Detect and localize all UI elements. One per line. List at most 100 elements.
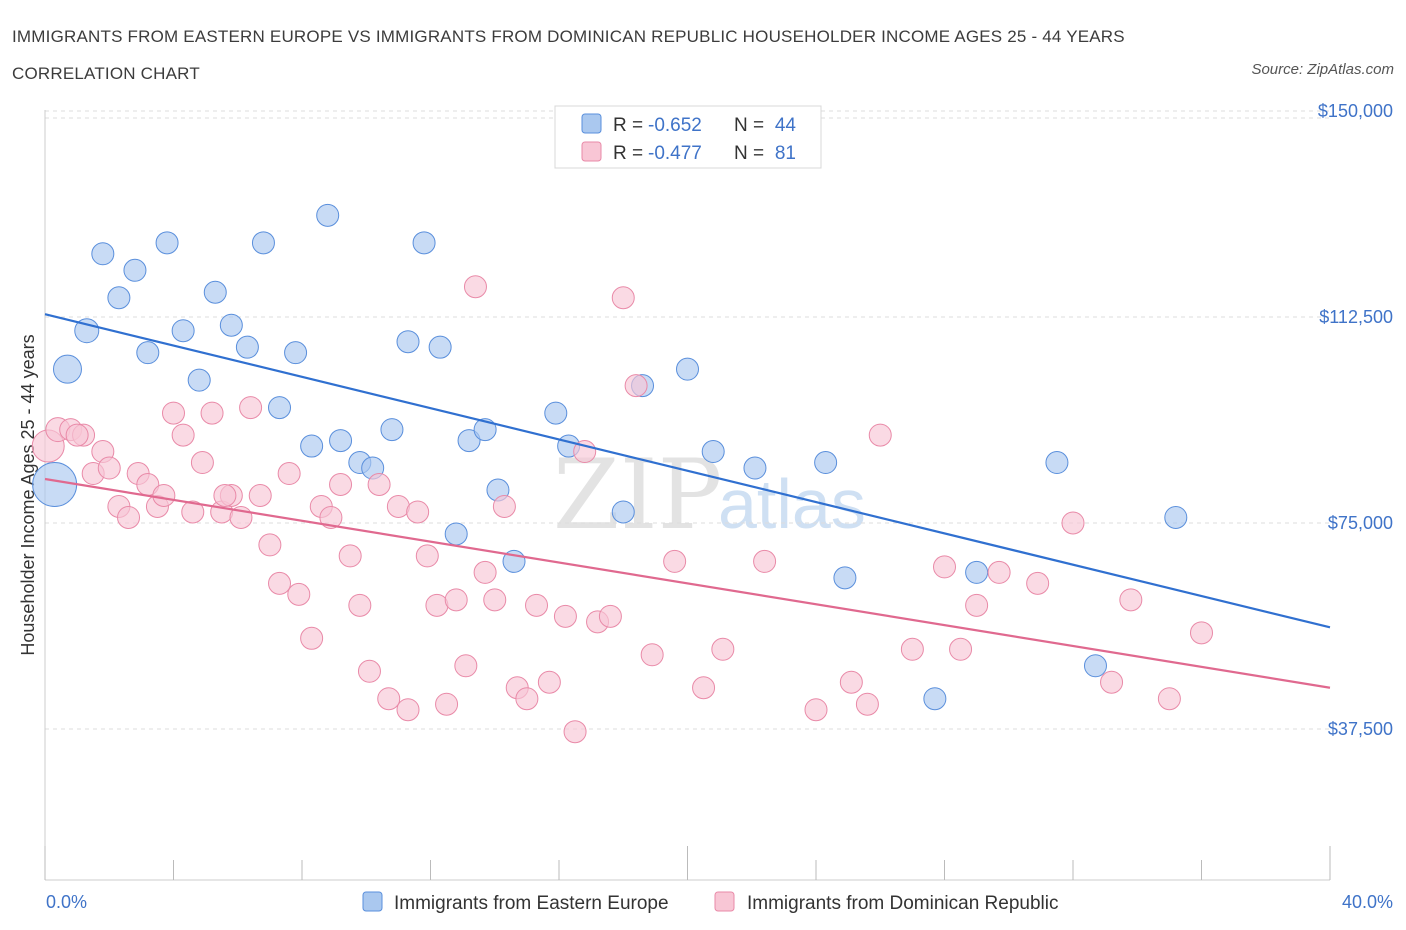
data-point — [136, 341, 160, 365]
data-point — [415, 544, 439, 568]
data-point — [814, 451, 838, 475]
data-point — [743, 456, 767, 480]
data-point — [248, 483, 272, 507]
data-point — [435, 692, 459, 716]
data-point — [1083, 654, 1107, 678]
data-point — [284, 341, 308, 365]
data-point — [258, 533, 282, 557]
x-tick-label-min: 0.0% — [46, 892, 87, 912]
data-point — [753, 549, 777, 573]
data-point — [200, 401, 224, 425]
y-tick-label: $112,500 — [1319, 307, 1393, 327]
series-eastern-europe-points — [32, 203, 1188, 711]
data-point — [97, 456, 121, 480]
legend-r-label-2: R = — [613, 143, 643, 164]
legend-r-label-1: R = — [613, 115, 643, 136]
data-point — [839, 670, 863, 694]
data-point — [386, 494, 410, 518]
data-point — [219, 313, 243, 337]
data-point — [473, 560, 497, 584]
data-point — [300, 626, 324, 650]
data-point — [187, 368, 211, 392]
series-dominican-republic-points — [31, 275, 1213, 744]
data-point — [316, 203, 340, 227]
data-point — [1045, 451, 1069, 475]
legend-r-value-2: -0.477 — [648, 143, 702, 164]
data-point — [268, 396, 292, 420]
data-point — [598, 604, 622, 628]
data-point — [329, 473, 353, 497]
data-point — [457, 429, 481, 453]
data-point — [406, 500, 430, 524]
data-point — [676, 357, 699, 381]
legend-n-value-1: 44 — [775, 115, 797, 136]
legend-n-label-1: N = — [734, 115, 764, 136]
data-point — [1119, 588, 1143, 612]
data-point — [235, 335, 259, 359]
data-point — [107, 286, 131, 310]
data-point — [544, 401, 568, 425]
data-point — [65, 423, 89, 447]
trend-lines — [44, 313, 1331, 689]
data-point — [483, 588, 507, 612]
data-point — [525, 593, 549, 617]
trend-line-dominican-republic — [44, 477, 1331, 689]
data-point — [348, 593, 372, 617]
legend-swatch-eastern-europe — [581, 113, 602, 134]
data-point — [933, 555, 956, 579]
data-point — [473, 418, 497, 442]
data-point — [868, 423, 892, 447]
data-point — [987, 560, 1011, 584]
data-point — [537, 670, 561, 694]
data-point — [300, 434, 324, 458]
data-point — [492, 494, 516, 518]
data-point — [663, 549, 687, 573]
legend: R = -0.652 N = 44 R = -0.477 N = 81 — [554, 105, 822, 169]
data-point — [563, 720, 587, 744]
legend-n-label-2: N = — [734, 143, 764, 164]
data-point — [171, 423, 195, 447]
bottom-legend-label-eastern-europe: Immigrants from Eastern Europe — [394, 893, 669, 914]
data-point — [624, 374, 648, 398]
y-tick-labels: $150,000 $112,500 $75,000 $37,500 — [1318, 101, 1393, 739]
data-point — [454, 654, 478, 678]
data-point — [203, 280, 227, 304]
y-axis-label: Householder Income Ages 25 - 44 years — [18, 334, 38, 655]
data-point — [74, 318, 100, 344]
data-point — [268, 571, 292, 595]
data-point — [965, 593, 989, 617]
data-point — [213, 483, 237, 507]
data-point — [239, 396, 263, 420]
data-point — [611, 286, 635, 310]
grid — [45, 110, 1330, 730]
data-point — [711, 637, 735, 661]
bottom-legend-swatch-eastern-europe — [362, 891, 383, 912]
data-point — [1164, 505, 1188, 529]
data-point — [396, 698, 420, 722]
data-point — [553, 604, 577, 628]
data-point — [277, 462, 301, 486]
y-tick-label: $75,000 — [1328, 513, 1393, 533]
legend-n-value-2: 81 — [775, 143, 796, 164]
watermark-atlas: atlas — [718, 465, 866, 543]
data-point — [611, 500, 635, 524]
data-point — [1157, 687, 1181, 711]
data-point — [463, 275, 487, 299]
data-point — [1190, 621, 1213, 645]
data-point — [380, 418, 404, 442]
data-point — [155, 231, 179, 255]
data-point — [1061, 511, 1085, 535]
data-point — [1026, 571, 1050, 595]
data-point — [804, 698, 828, 722]
data-point — [515, 687, 539, 711]
data-point — [444, 522, 468, 546]
data-point — [444, 588, 468, 612]
data-point — [32, 462, 78, 508]
data-point — [329, 429, 353, 453]
data-point — [923, 687, 947, 711]
y-tick-label: $150,000 — [1318, 101, 1393, 121]
data-point — [640, 643, 664, 667]
legend-r-value-1: -0.652 — [648, 115, 702, 136]
data-point — [91, 242, 115, 266]
